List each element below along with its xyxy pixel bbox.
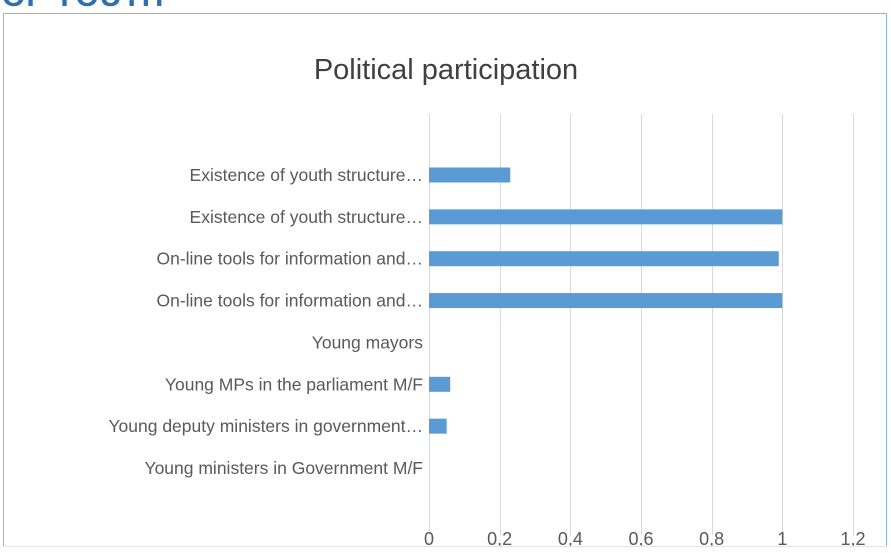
- x-tick-label-0: 0: [424, 529, 434, 549]
- x-tick-label-6: 1,2: [840, 529, 865, 549]
- bar-5: [429, 376, 451, 392]
- category-label-3: On-line tools for information and…: [156, 291, 423, 311]
- category-label-7: Young ministers in Government M/F: [145, 458, 424, 478]
- header-fragment: OF YOUTH: [0, 0, 891, 13]
- bar-6: [429, 418, 447, 434]
- category-label-1: Existence of youth structure…: [190, 207, 423, 227]
- chart-frame: Political participation 0 0,2 0,4 0,6 0,8 1 1,…: [3, 13, 887, 549]
- category-label-2: On-line tools for information and…: [156, 249, 423, 269]
- header-fragment-text: OF YOUTH: [2, 0, 164, 13]
- category-label-5: Young MPs in the parliament M/F: [165, 374, 423, 394]
- x-tick-label-1: 0,2: [487, 529, 512, 549]
- category-label-0: Existence of youth structure…: [190, 165, 423, 185]
- x-tick-label-2: 0,4: [558, 529, 583, 549]
- bottom-strip: [3, 546, 887, 553]
- x-tick-label-3: 0,6: [628, 529, 653, 549]
- bar-0: [429, 167, 511, 183]
- bar-1: [429, 209, 783, 225]
- chart-title: Political participation: [313, 54, 579, 86]
- x-tick-label-5: 1: [777, 529, 787, 549]
- category-label-4: Young mayors: [312, 332, 423, 352]
- bar-3: [429, 293, 783, 309]
- x-tick-label-4: 0,8: [699, 529, 724, 549]
- bar-2: [429, 251, 779, 267]
- category-label-6: Young deputy ministers in government…: [108, 416, 423, 436]
- bar-chart: 0 0,2 0,4 0,6 0,8 1 1,2 Existence of youth stru…: [108, 114, 866, 549]
